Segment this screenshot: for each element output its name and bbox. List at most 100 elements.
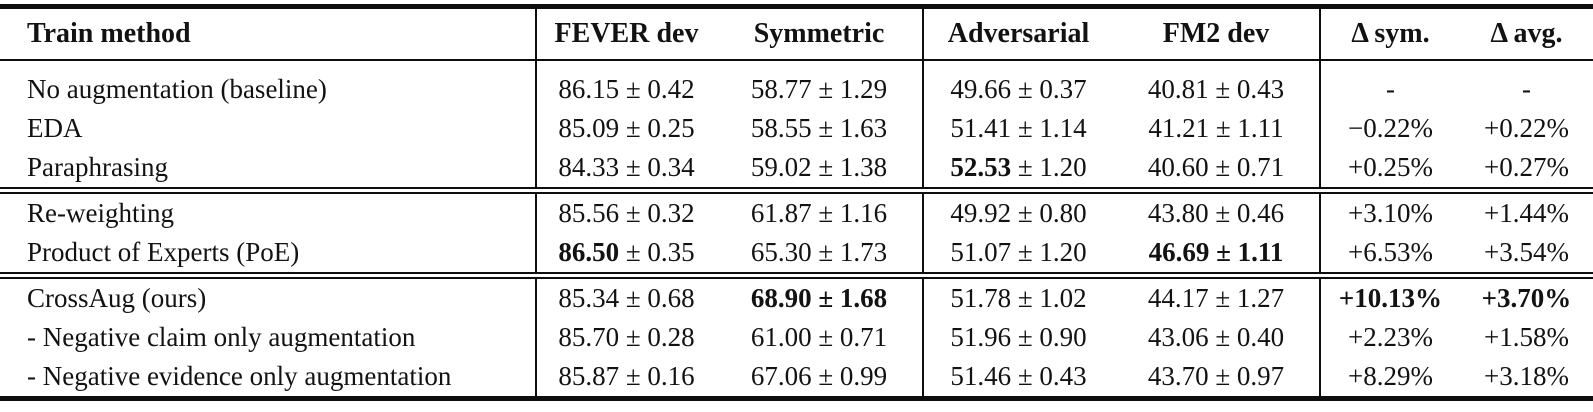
score-stddev: ± 1.20 [1011, 152, 1087, 182]
score-stddev: ± 1.20 [1011, 237, 1087, 267]
score-cell: 41.21 ± 1.11 [1113, 109, 1320, 148]
score-cell: 85.87 ± 0.16 [535, 357, 716, 399]
score-mean: 65.30 [750, 237, 812, 267]
table-row: - Negative evidence only augmentation 85.… [0, 357, 1593, 399]
delta-sym-cell: −0.22% [1319, 109, 1460, 148]
score-mean: 51.78 [950, 283, 1012, 313]
delta-sym-cell: +0.25% [1319, 148, 1460, 188]
score-cell: 68.90 ± 1.68 [716, 278, 923, 318]
delta-sym-cell: +2.23% [1319, 318, 1460, 357]
score-cell: 58.55 ± 1.63 [716, 109, 923, 148]
score-stddev: ± 1.73 [811, 237, 888, 267]
delta-avg-cell: +3.18% [1484, 361, 1569, 391]
score-stddev: ± 1.29 [811, 74, 888, 104]
score-stddev: ± 1.11 [1209, 237, 1284, 267]
delta-sym-cell: +8.29% [1319, 357, 1460, 399]
table-row: EDA 85.09 ± 0.25 58.55 ± 1.63 51.41 ± 1.14 4… [0, 109, 1593, 148]
table-body: No augmentation (baseline) 86.15 ± 0.42 58… [0, 60, 1593, 399]
score-mean: 43.70 [1147, 361, 1209, 391]
score-cell: 85.70 ± 0.28 [535, 318, 716, 357]
score-stddev: ± 1.11 [1209, 113, 1284, 143]
score-cell: 65.30 ± 1.73 [716, 233, 923, 273]
score-mean: 43.06 [1147, 322, 1209, 352]
method-cell: Re-weighting [27, 198, 174, 228]
score-mean: 49.92 [950, 198, 1012, 228]
score-stddev: ± 1.27 [1208, 283, 1285, 313]
score-cell: 85.34 ± 0.68 [535, 278, 716, 318]
method-cell: - Negative evidence only augmentation [27, 361, 452, 391]
score-stddev: ± 0.40 [1208, 322, 1285, 352]
score-stddev: ± 0.34 [619, 152, 695, 182]
score-mean: 85.34 [558, 283, 620, 313]
score-cell: 46.69 ± 1.11 [1113, 233, 1320, 273]
score-stddev: ± 1.38 [811, 152, 888, 182]
score-cell: 51.96 ± 0.90 [922, 318, 1113, 357]
table-row: CrossAug (ours) 85.34 ± 0.68 68.90 ± 1.68 5… [0, 278, 1593, 318]
score-stddev: ± 1.02 [1011, 283, 1087, 313]
score-stddev: ± 0.90 [1011, 322, 1087, 352]
score-cell: 51.07 ± 1.20 [922, 233, 1113, 273]
score-cell: 51.78 ± 1.02 [922, 278, 1113, 318]
score-stddev: ± 1.63 [811, 113, 888, 143]
score-cell: 85.56 ± 0.32 [535, 193, 716, 233]
score-stddev: ± 0.71 [811, 322, 888, 352]
score-cell: 61.00 ± 0.71 [716, 318, 923, 357]
score-cell: 51.46 ± 0.43 [922, 357, 1113, 399]
score-mean: 49.66 [950, 74, 1012, 104]
score-stddev: ± 1.68 [811, 283, 888, 313]
table-row: Paraphrasing 84.33 ± 0.34 59.02 ± 1.38 52.5… [0, 148, 1593, 188]
delta-sym-cell: +10.13% [1319, 278, 1460, 318]
score-stddev: ± 0.97 [1208, 361, 1285, 391]
score-stddev: ± 0.16 [619, 361, 695, 391]
score-mean: 86.15 [558, 74, 620, 104]
score-cell: 49.66 ± 0.37 [922, 60, 1113, 109]
delta-avg-cell: +1.58% [1484, 322, 1569, 352]
score-mean: 86.50 [558, 237, 620, 267]
method-cell: EDA [27, 113, 83, 143]
score-mean: 41.21 [1148, 113, 1210, 143]
score-mean: 67.06 [750, 361, 812, 391]
score-cell: 85.09 ± 0.25 [535, 109, 716, 148]
score-stddev: ± 0.25 [619, 113, 695, 143]
column-header-fm2-dev: FM2 dev [1113, 6, 1320, 61]
score-stddev: ± 0.71 [1208, 152, 1285, 182]
table-row: - Negative claim only augmentation 85.70 … [0, 318, 1593, 357]
header-row: Train method FEVER dev Symmetric Adversa… [0, 6, 1593, 61]
score-stddev: ± 1.14 [1011, 113, 1087, 143]
score-cell: 86.15 ± 0.42 [535, 60, 716, 109]
score-mean: 58.77 [750, 74, 812, 104]
delta-avg-cell: +3.70% [1481, 283, 1572, 313]
score-cell: 59.02 ± 1.38 [716, 148, 923, 188]
column-header-symmetric: Symmetric [716, 6, 923, 61]
method-cell: No augmentation (baseline) [27, 74, 327, 104]
score-cell: 86.50 ± 0.35 [535, 233, 716, 273]
section-separator-rule [0, 187, 1593, 194]
score-stddev: ± 1.16 [811, 198, 888, 228]
delta-avg-cell: - [1522, 74, 1531, 104]
column-header-delta-sym: Δ sym. [1319, 6, 1460, 61]
score-stddev: ± 0.37 [1011, 74, 1087, 104]
table-row: Re-weighting 85.56 ± 0.32 61.87 ± 1.16 49.9… [0, 193, 1593, 233]
score-cell: 58.77 ± 1.29 [716, 60, 923, 109]
delta-sym-cell: +6.53% [1319, 233, 1460, 273]
score-mean: 61.87 [750, 198, 812, 228]
score-cell: 43.70 ± 0.97 [1113, 357, 1320, 399]
score-stddev: ± 0.80 [1011, 198, 1087, 228]
section-separator-rule [0, 272, 1593, 279]
score-stddev: ± 0.43 [1208, 74, 1285, 104]
score-stddev: ± 0.99 [811, 361, 888, 391]
score-mean: 40.60 [1147, 152, 1209, 182]
delta-avg-cell: +0.22% [1484, 113, 1569, 143]
score-mean: 51.46 [950, 361, 1012, 391]
score-mean: 51.96 [950, 322, 1012, 352]
column-header-adversarial: Adversarial [922, 6, 1113, 61]
score-mean: 52.53 [950, 152, 1012, 182]
method-cell: - Negative claim only augmentation [27, 322, 416, 352]
score-cell: 67.06 ± 0.99 [716, 357, 923, 399]
score-mean: 85.09 [558, 113, 620, 143]
score-mean: 46.69 [1148, 237, 1210, 267]
score-mean: 40.81 [1147, 74, 1209, 104]
score-stddev: ± 0.35 [619, 237, 695, 267]
delta-avg-cell: +1.44% [1484, 198, 1569, 228]
score-cell: 52.53 ± 1.20 [922, 148, 1113, 188]
